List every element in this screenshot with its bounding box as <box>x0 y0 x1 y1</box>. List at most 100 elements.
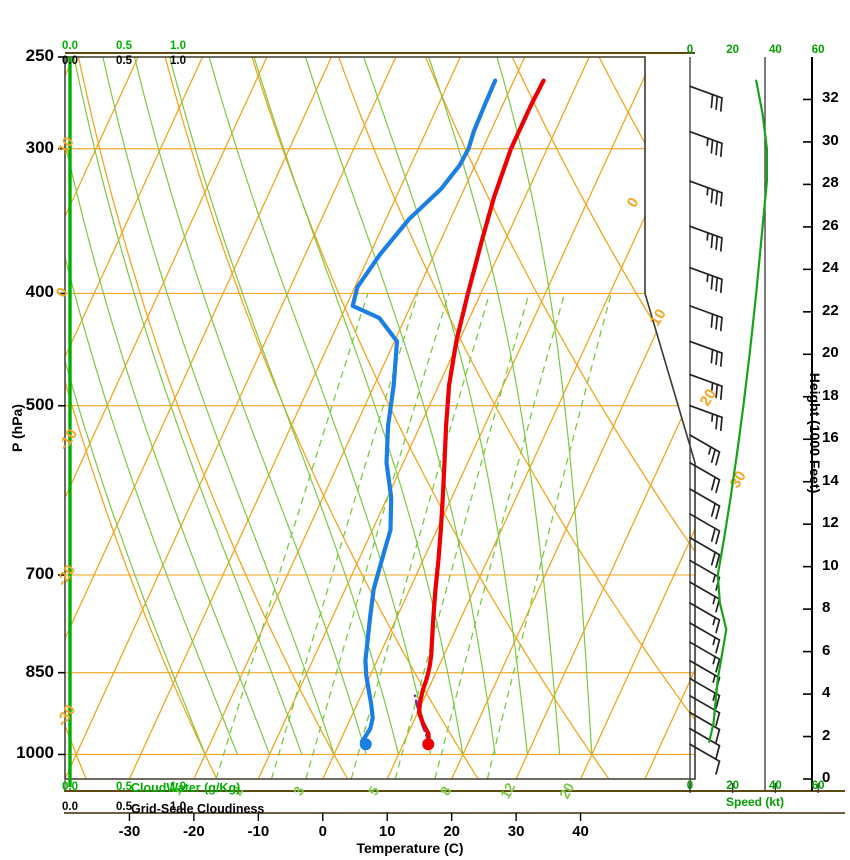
wind-barb <box>689 434 721 466</box>
moist-adiabat-line <box>298 57 496 755</box>
cloudwater-tick-label-bottom: 1.0 <box>170 781 186 793</box>
isotherm-line <box>193 57 526 779</box>
speed-axis-label: Speed (kt) <box>725 795 784 809</box>
moist-adiabat-line <box>163 57 400 755</box>
moist-adiabat-line <box>490 57 593 755</box>
isotherm-line <box>580 57 695 779</box>
wind-barb <box>689 225 723 252</box>
cloudiness-tick-label-top: 0.0 <box>62 55 78 67</box>
wind-barb <box>689 711 721 743</box>
moist-adiabat-line <box>421 57 561 755</box>
pressure-tick-label: 300 <box>25 137 54 157</box>
surface-temperature-marker <box>422 738 435 751</box>
temperature-axis-label: Temperature (C) <box>356 840 464 856</box>
speed-tick-label-bottom: 60 <box>811 780 825 792</box>
wind-speed-curve <box>708 79 768 743</box>
wind-barb <box>689 677 721 709</box>
wind-barb <box>689 130 723 158</box>
isotherm-line <box>65 57 268 779</box>
isotherm-line <box>451 57 695 779</box>
temperature-tick-label: 0 <box>318 823 327 840</box>
cloudwater-tick-label-top: 0.0 <box>62 40 78 52</box>
temperature-tick-label: -10 <box>247 823 270 840</box>
height-tick-label: 12 <box>822 514 839 532</box>
mixing-ratio-line <box>486 293 612 779</box>
wind-barb <box>689 305 723 332</box>
moist-adiabat-line <box>65 57 206 755</box>
wind-barb <box>689 373 723 401</box>
dry-adiabat-line <box>508 57 695 779</box>
speed-tick-label-bottom: 40 <box>768 780 782 792</box>
wind-barb <box>689 85 723 112</box>
pressure-tick-label: 500 <box>25 394 54 414</box>
wind-barb <box>689 622 721 654</box>
height-tick-label: 0 <box>822 769 831 786</box>
height-tick-label: 2 <box>822 726 831 744</box>
mixing-ratio-line <box>215 293 369 779</box>
cloudiness-tick-label-top: 0.5 <box>116 55 132 67</box>
isotherm-line <box>322 57 655 779</box>
height-tick-label: 8 <box>822 599 831 617</box>
mixing-ratio-line <box>394 293 530 779</box>
speed-tick-label-bottom: 0 <box>686 780 694 792</box>
dry-adiabat-line <box>421 57 695 779</box>
speed-tick-label-top: 60 <box>811 44 825 56</box>
moist-adiabat-line <box>356 57 528 755</box>
pressure-tick-label: 1000 <box>16 743 54 763</box>
wind-barb <box>689 743 721 775</box>
temperature-tick-label: 20 <box>443 823 460 840</box>
temperature-tick-label: 30 <box>507 823 525 840</box>
moist-adiabat-line <box>69 57 303 755</box>
wind-barb <box>689 404 723 432</box>
isotherm-label: 20 <box>697 386 720 409</box>
dry-adiabat-line <box>162 57 479 779</box>
mixing-ratio-line <box>305 293 450 779</box>
height-tick-label: 22 <box>822 301 839 319</box>
moist-adiabat-line <box>247 57 464 755</box>
speed-tick-label-top: 20 <box>726 44 740 56</box>
dry-adiabat-line <box>335 57 695 779</box>
height-tick-label: 20 <box>822 344 839 362</box>
cloudwater-tick-label-bottom: 0.0 <box>62 781 78 793</box>
pressure-tick-label: 250 <box>25 46 54 65</box>
cloudwater-axis-label: CloudWater (g/Kg) <box>131 781 241 795</box>
height-tick-label: 4 <box>822 684 831 702</box>
height-tick-label: 26 <box>822 216 839 234</box>
speed-tick-label-top: 0 <box>686 44 694 56</box>
height-tick-label: 10 <box>822 556 839 574</box>
dewpoint-curve <box>350 78 498 744</box>
mixing-ratio-label: 12 <box>497 780 519 801</box>
temperature-tick-label: 10 <box>378 823 396 840</box>
wind-barb <box>689 180 723 207</box>
cloudiness-tick-label-bottom: 0.5 <box>116 801 132 813</box>
moist-adiabat-line <box>65 57 271 755</box>
wind-barb <box>689 340 723 367</box>
isotherm-line <box>65 57 332 779</box>
wind-barb <box>689 488 721 520</box>
wind-barb <box>689 536 721 569</box>
cloudiness-tick-label-bottom: 0.0 <box>62 801 78 813</box>
height-tick-label: 32 <box>822 89 839 107</box>
surface-dewpoint-marker <box>359 738 372 751</box>
isotherm-line <box>65 57 397 779</box>
height-tick-label: 30 <box>822 131 839 149</box>
wind-barb <box>689 461 721 494</box>
moist-adiabat-line <box>129 57 367 755</box>
moist-adiabat-line <box>65 57 238 755</box>
temperature-tick-label: -30 <box>118 823 141 840</box>
height-tick-label: 18 <box>822 386 839 404</box>
moist-adiabat-line <box>202 57 432 755</box>
wind-barb <box>689 266 723 294</box>
temperature-curve <box>416 78 546 744</box>
height-tick-label: 28 <box>822 174 839 192</box>
mixing-ratio-line <box>270 293 419 779</box>
dry-adiabat-line <box>65 57 218 779</box>
mixing-ratio-label: 20 <box>556 780 578 801</box>
height-tick-label: 24 <box>822 259 839 277</box>
wind-barb <box>689 641 721 673</box>
